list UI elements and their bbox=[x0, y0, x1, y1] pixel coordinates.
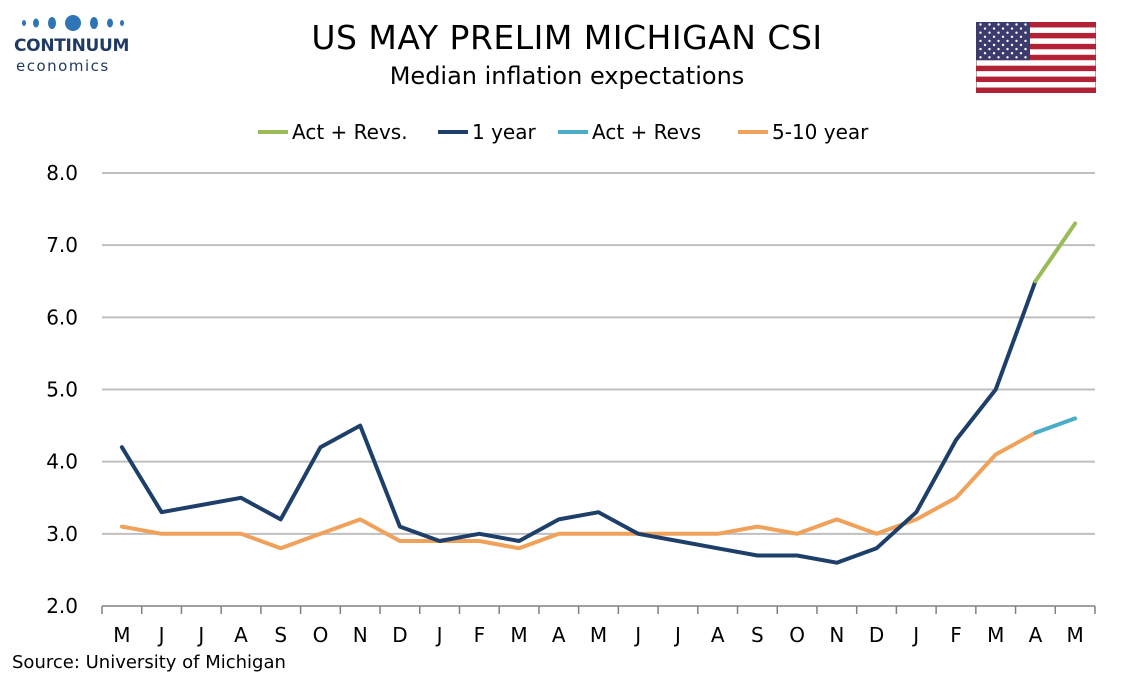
x-tick-label: M bbox=[510, 623, 527, 647]
x-tick-label: F bbox=[950, 623, 962, 647]
y-tick-label: 7.0 bbox=[46, 233, 78, 257]
legend-swatch bbox=[258, 130, 288, 134]
legend-label: Act + Revs bbox=[592, 120, 702, 144]
continuum-logo: CONTINUUM economics bbox=[14, 14, 134, 78]
legend-swatch bbox=[558, 130, 588, 134]
y-tick-label: 4.0 bbox=[46, 450, 78, 474]
source-note: Source: University of Michigan bbox=[12, 652, 286, 673]
x-tick-label: J bbox=[196, 623, 204, 647]
series-line-1-year bbox=[119, 279, 1038, 565]
legend-item-1-year: 1 year bbox=[438, 118, 536, 146]
x-tick-label: J bbox=[435, 623, 443, 647]
x-tick-label: J bbox=[633, 623, 641, 647]
series-line-5-10-year bbox=[119, 430, 1038, 551]
y-tick-label: 2.0 bbox=[46, 594, 78, 618]
series-line-act-revs- bbox=[1033, 221, 1078, 284]
x-tick-label: A bbox=[711, 623, 725, 647]
x-tick-label: J bbox=[673, 623, 681, 647]
x-tick-label: O bbox=[789, 623, 805, 647]
legend-label: 1 year bbox=[472, 120, 536, 144]
chart-title: US MAY PRELIM MICHIGAN CSI bbox=[311, 18, 823, 57]
x-tick-label: J bbox=[157, 623, 165, 647]
x-tick-label: A bbox=[234, 623, 248, 647]
legend-swatch bbox=[438, 130, 468, 134]
x-tick-label: M bbox=[590, 623, 607, 647]
chart-subtitle: Median inflation expectations bbox=[389, 62, 745, 90]
x-tick-label: A bbox=[552, 623, 566, 647]
x-tick-label: M bbox=[1067, 623, 1084, 647]
x-tick-label: M bbox=[987, 623, 1004, 647]
legend-item-act-revs-5y: Act + Revs bbox=[558, 118, 701, 146]
logo-dots-icon bbox=[22, 15, 124, 31]
x-tick-label: O bbox=[313, 623, 329, 647]
logo-subtitle: economics bbox=[16, 57, 110, 75]
x-tick-label: D bbox=[869, 623, 884, 647]
series-line-act-revs bbox=[1033, 416, 1078, 435]
x-tick-label: S bbox=[751, 623, 764, 647]
y-tick-label: 6.0 bbox=[46, 305, 78, 329]
chart-legend: Act + Revs. 1 year Act + Revs 5-10 year bbox=[0, 118, 1134, 146]
x-tick-label: D bbox=[392, 623, 407, 647]
y-tick-label: 8.0 bbox=[46, 161, 78, 185]
x-tick-label: N bbox=[829, 623, 844, 647]
x-tick-label: A bbox=[1029, 623, 1043, 647]
y-tick-label: 3.0 bbox=[46, 522, 78, 546]
x-tick-label: J bbox=[911, 623, 919, 647]
x-tick-label: F bbox=[474, 623, 486, 647]
legend-item-act-revs-1y: Act + Revs. bbox=[258, 118, 408, 146]
us-flag-icon bbox=[976, 22, 1096, 93]
legend-label: Act + Revs. bbox=[292, 120, 408, 144]
legend-label: 5-10 year bbox=[772, 120, 869, 144]
legend-item-5-10-year: 5-10 year bbox=[738, 118, 868, 146]
logo-name: CONTINUUM bbox=[14, 36, 130, 56]
x-tick-label: M bbox=[113, 623, 130, 647]
x-tick-label: N bbox=[353, 623, 368, 647]
legend-swatch bbox=[738, 130, 768, 134]
x-tick-label: S bbox=[274, 623, 287, 647]
y-tick-label: 5.0 bbox=[46, 378, 78, 402]
